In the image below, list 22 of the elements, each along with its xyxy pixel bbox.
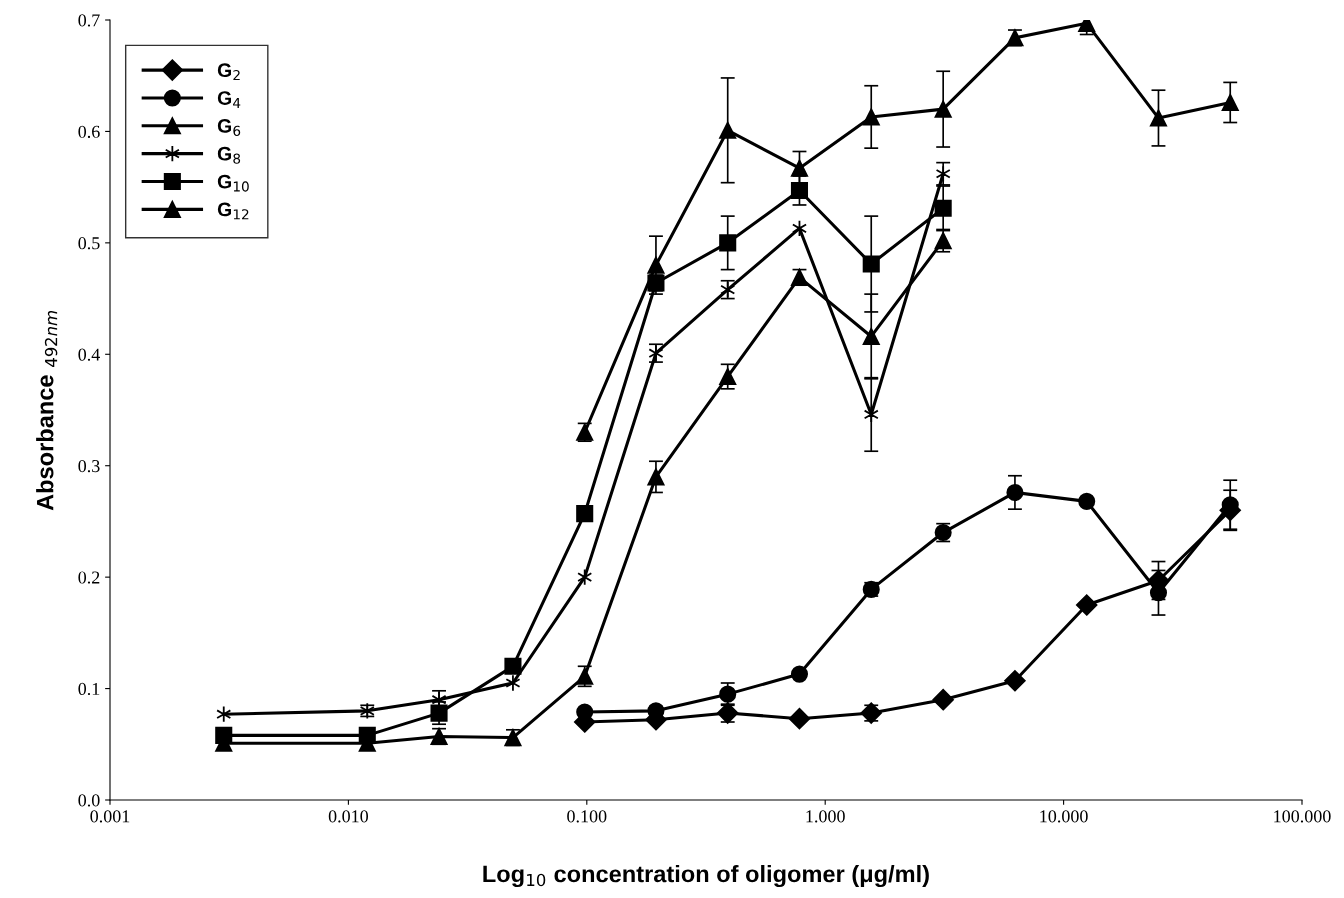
y-tick-label: 0.2 [78,571,100,584]
y-axis-title: Absorbance $_{492nm}$ [36,310,58,511]
legend-label: G$_{4}$ [217,91,241,108]
y-tick-label: 0.6 [78,125,100,138]
x-tick-label: 10.000 [1040,810,1088,823]
y-tick-label: 0.3 [78,459,100,473]
x-axis-title: Log$_{10}$ concentration of oligomer (μg/ml) [483,864,929,888]
legend-label: G$_{2}$ [217,63,240,81]
x-tick-label: 0.001 [90,810,130,823]
x-tick-label: 0.100 [567,810,607,823]
legend-label: G$_{8}$ [217,146,241,164]
x-tick-label: 1.000 [806,810,845,823]
y-tick-label: 0.4 [78,348,100,361]
y-tick-label: 0.7 [78,14,100,27]
x-tick-label: 100.000 [1274,810,1331,823]
y-tick-label: 0.5 [78,237,100,250]
y-tick-label: 0.0 [78,794,100,807]
legend-label: G$_{6}$ [217,119,241,136]
y-tick-label: 0.1 [78,682,100,696]
legend-label: G$_{12}$ [217,202,249,220]
x-tick-label: 0.010 [328,810,369,823]
legend-label: G$_{10}$ [217,174,249,192]
